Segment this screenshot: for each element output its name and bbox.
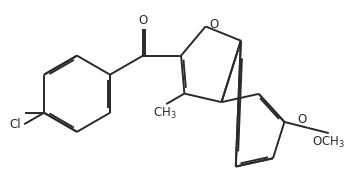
Text: OCH$_3$: OCH$_3$ [312,135,345,150]
Text: O: O [297,113,306,126]
Text: Cl: Cl [10,118,21,131]
Text: CH$_3$: CH$_3$ [152,106,176,121]
Text: O: O [138,14,148,27]
Text: O: O [209,18,219,31]
